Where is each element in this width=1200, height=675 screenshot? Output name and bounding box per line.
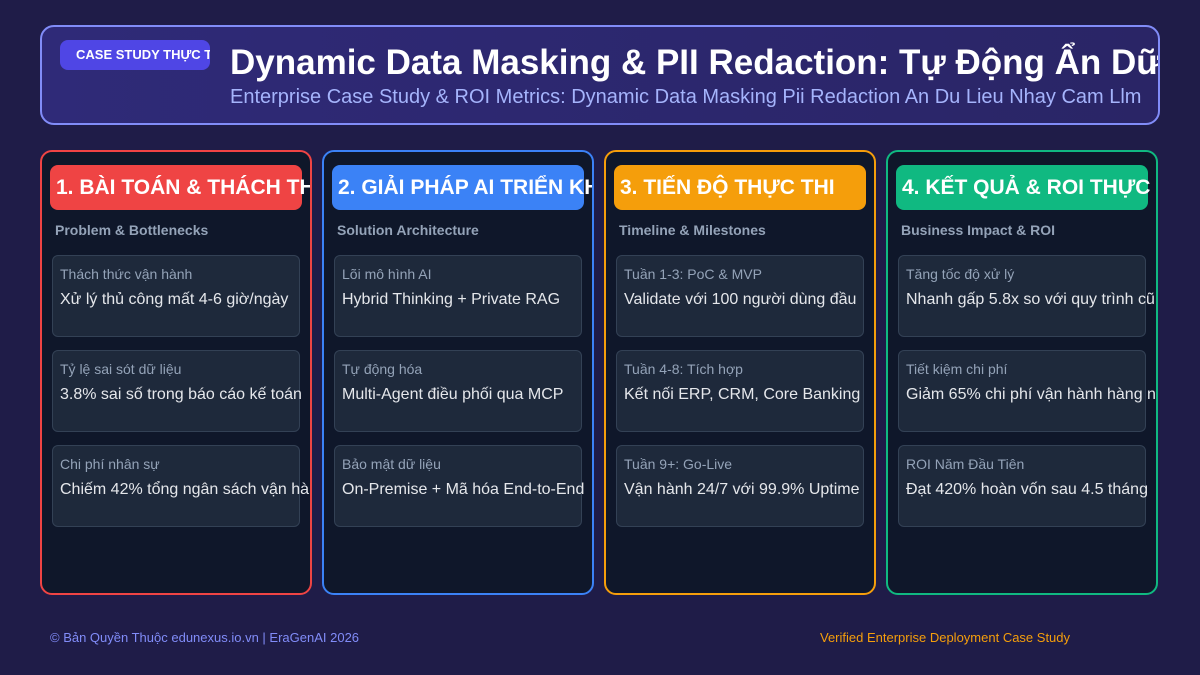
card-label: Tăng tốc độ xử lý [906, 266, 1015, 282]
subtitle: Enterprise Case Study & ROI Metrics: Dyn… [230, 86, 1142, 108]
card-label: Bảo mật dữ liệu [342, 456, 441, 472]
card-label: ROI Năm Đầu Tiên [906, 456, 1025, 472]
card: Lõi mô hình AI Hybrid Thinking + Private … [334, 255, 582, 337]
column: 1. BÀI TOÁN & THÁCH THỨC Problem & Bottle… [40, 150, 312, 595]
column-title: 3. TIẾN ĐỘ THỰC THI [614, 165, 866, 210]
card: Tăng tốc độ xử lý Nhanh gấp 5.8x so với q… [898, 255, 1155, 337]
card: Tuần 1-3: PoC & MVP Validate với 100 ngườ… [616, 255, 864, 337]
card-label: Chi phí nhân sự [60, 456, 160, 472]
card: Tiết kiệm chi phí Giảm 65% chi phí vận hà… [898, 350, 1156, 432]
card-label: Tiết kiệm chi phí [906, 361, 1008, 377]
footer-right: Verified Enterprise Deployment Case Stud… [820, 630, 1071, 645]
footer-left: © Bản Quyền Thuộc edunexus.io.vn | EraGe… [50, 630, 360, 645]
column-subtitle: Solution Architecture [337, 222, 479, 238]
card-text: Xử lý thủ công mất 4-6 giờ/ngày [60, 291, 289, 308]
card-text: Hybrid Thinking + Private RAG [342, 291, 561, 308]
card-label: Tuần 4-8: Tích hợp [624, 361, 743, 377]
card-label: Thách thức vận hành [60, 266, 193, 282]
card: Tỷ lệ sai sót dữ liệu 3.8% sai số trong b… [52, 350, 302, 432]
title: Dynamic Data Masking & PII Redaction: Tự… [230, 43, 1160, 82]
card-label: Lõi mô hình AI [342, 266, 432, 282]
card-label: Tuần 9+: Go-Live [624, 456, 733, 472]
card: ROI Năm Đầu Tiên Đạt 420% hoàn vốn sau 4.… [898, 445, 1148, 527]
card: Tuần 9+: Go-Live Vận hành 24/7 với 99.9% … [616, 445, 864, 527]
card-text: On-Premise + Mã hóa End-to-End [342, 481, 585, 498]
card: Bảo mật dữ liệu On-Premise + Mã hóa End-t… [334, 445, 585, 527]
card-text: Kết nối ERP, CRM, Core Banking [624, 386, 861, 403]
card: Tuần 4-8: Tích hợp Kết nối ERP, CRM, Core… [616, 350, 864, 432]
column-subtitle: Business Impact & ROI [901, 222, 1056, 238]
column-title: 2. GIẢI PHÁP AI TRIỂN KHAI [332, 165, 592, 210]
column-title: 1. BÀI TOÁN & THÁCH THỨC [50, 165, 310, 210]
column: 3. TIẾN ĐỘ THỰC THI Timeline & Milestones… [604, 150, 876, 595]
card-text: Nhanh gấp 5.8x so với quy trình cũ [906, 291, 1155, 308]
card-text: Giảm 65% chi phí vận hành hàng năm [906, 386, 1158, 403]
header: CASE STUDY THỰC TẾ Dynamic Data Masking … [40, 25, 1160, 125]
card-text: Multi-Agent điều phối qua MCP [342, 386, 564, 403]
card-text: Chiếm 42% tổng ngân sách vận hành [60, 481, 312, 498]
card-text: Vận hành 24/7 với 99.9% Uptime [624, 481, 860, 498]
column-title: 4. KẾT QUẢ & ROI THỰC TẾ [896, 165, 1156, 210]
card-label: Tuần 1-3: PoC & MVP [624, 266, 762, 282]
card-label: Tự động hóa [342, 361, 423, 377]
card: Tự động hóa Multi-Agent điều phối qua MCP [334, 350, 582, 432]
card: Thách thức vận hành Xử lý thủ công mất 4-… [52, 255, 300, 337]
card: Chi phí nhân sự Chiếm 42% tổng ngân sách … [52, 445, 310, 527]
card-text: 3.8% sai số trong báo cáo kế toán [60, 386, 302, 403]
column: 4. KẾT QUẢ & ROI THỰC TẾ Business Impact … [886, 150, 1158, 595]
column-subtitle: Problem & Bottlenecks [55, 222, 209, 238]
column: 2. GIẢI PHÁP AI TRIỂN KHAI Solution Archi… [322, 150, 594, 595]
card-text: Validate với 100 người dùng đầu [624, 291, 857, 308]
column-subtitle: Timeline & Milestones [619, 222, 766, 238]
card-text: Đạt 420% hoàn vốn sau 4.5 tháng [906, 481, 1148, 498]
badge: CASE STUDY THỰC TẾ [60, 40, 210, 70]
card-label: Tỷ lệ sai sót dữ liệu [60, 361, 182, 377]
